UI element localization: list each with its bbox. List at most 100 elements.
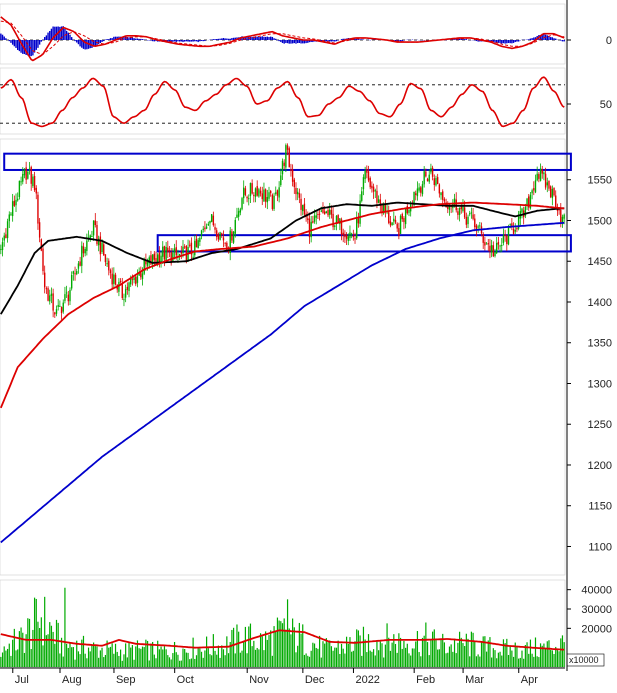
candle-body xyxy=(388,212,390,223)
volume-bar xyxy=(261,636,263,667)
candle-body xyxy=(278,187,280,198)
volume-bar xyxy=(376,640,378,667)
volume-bar xyxy=(332,650,334,667)
volume-bar xyxy=(344,653,346,667)
candle-body xyxy=(352,235,355,238)
month-label: Oct xyxy=(177,674,194,686)
candle-body xyxy=(487,243,489,245)
volume-bar xyxy=(45,635,47,667)
volume-bar xyxy=(276,617,279,667)
candle-body xyxy=(369,178,371,188)
candle-body xyxy=(77,263,80,269)
candle-body xyxy=(330,210,333,215)
volume-bar xyxy=(305,653,307,667)
volume-bar xyxy=(536,656,538,667)
volume-bar xyxy=(470,631,472,667)
candle-body xyxy=(415,193,417,195)
price-tick-label: 1200 xyxy=(588,460,612,472)
candle-body xyxy=(210,214,213,222)
candle-body xyxy=(192,256,194,258)
volume-bar xyxy=(197,647,199,667)
volume-bar xyxy=(249,623,252,667)
volume-bar xyxy=(516,646,518,667)
volume-bar xyxy=(204,650,206,667)
volume-bar xyxy=(497,652,499,667)
volume-unit-label: x10000 xyxy=(569,655,599,665)
price-tick-label: 1500 xyxy=(588,215,612,227)
candle-body xyxy=(285,145,287,168)
candle-body xyxy=(276,190,279,196)
volume-bar xyxy=(5,650,7,667)
macd-histogram xyxy=(0,26,565,57)
volume-bar xyxy=(130,647,132,667)
volume-bar xyxy=(158,649,160,667)
volume-bar xyxy=(512,656,515,667)
candle-body xyxy=(364,170,366,180)
volume-bar xyxy=(447,652,449,667)
month-label: Jul xyxy=(15,674,29,686)
candle-body xyxy=(539,168,542,181)
volume-bar xyxy=(0,656,2,667)
month-label: Sep xyxy=(116,674,136,686)
candle-body xyxy=(474,218,476,228)
volume-bar xyxy=(386,623,388,667)
volume-bar xyxy=(270,630,272,667)
candle-body xyxy=(47,288,49,301)
volume-bar xyxy=(224,655,226,667)
volume-bar xyxy=(325,638,327,667)
volume-bar xyxy=(216,654,218,667)
volume-bar xyxy=(302,624,304,667)
volume-bar xyxy=(553,653,555,667)
volume-bar xyxy=(393,634,395,667)
candle-body xyxy=(315,215,317,218)
month-label: Apr xyxy=(521,674,538,686)
candle-body xyxy=(442,191,444,200)
candle-body xyxy=(160,255,162,264)
candle-body xyxy=(200,230,203,236)
candle-body xyxy=(229,230,231,254)
volume-bar xyxy=(460,637,462,667)
candle-body xyxy=(239,209,242,213)
volume-bar xyxy=(359,635,361,667)
candle-body xyxy=(256,186,258,196)
candle-body xyxy=(425,171,427,177)
volume-bar xyxy=(480,641,483,667)
candle-body xyxy=(163,246,166,260)
candle-body xyxy=(549,186,552,197)
candle-body xyxy=(345,235,348,239)
candle-body xyxy=(356,218,358,239)
volume-bar xyxy=(229,642,231,667)
volume-bar xyxy=(457,642,459,667)
candle-body xyxy=(563,214,565,219)
volume-bar xyxy=(163,646,166,667)
candle-body xyxy=(430,168,432,173)
candle-body xyxy=(89,235,91,239)
price-panel: 1100 1150 1200 1250 1300 1350 1400 1450 1500 1550 xyxy=(0,135,612,579)
volume-bar xyxy=(330,646,333,667)
candle-body xyxy=(404,208,407,225)
candle-body xyxy=(507,226,510,245)
volume-bar xyxy=(265,631,267,667)
volume-bar xyxy=(378,650,380,667)
price-range-box xyxy=(156,234,572,253)
candle-body xyxy=(323,211,326,215)
candle-body xyxy=(389,221,392,226)
candle-body xyxy=(394,219,397,223)
candle-body xyxy=(477,226,479,228)
candle-body xyxy=(372,186,375,192)
volume-bar xyxy=(410,655,412,667)
candle-body xyxy=(290,169,292,171)
volume-bar xyxy=(300,633,302,667)
volume-bar xyxy=(119,649,122,667)
candle-body xyxy=(183,246,186,248)
volume-bar xyxy=(494,650,496,667)
volume-bar xyxy=(145,639,147,667)
volume-bar xyxy=(12,639,14,667)
volume-bar xyxy=(383,657,385,667)
candle-body xyxy=(172,252,174,262)
volume-bar xyxy=(519,657,521,667)
candle-body xyxy=(237,211,240,217)
volume-unit-box xyxy=(566,653,605,667)
candle-body xyxy=(298,193,301,198)
candle-body xyxy=(138,272,140,276)
